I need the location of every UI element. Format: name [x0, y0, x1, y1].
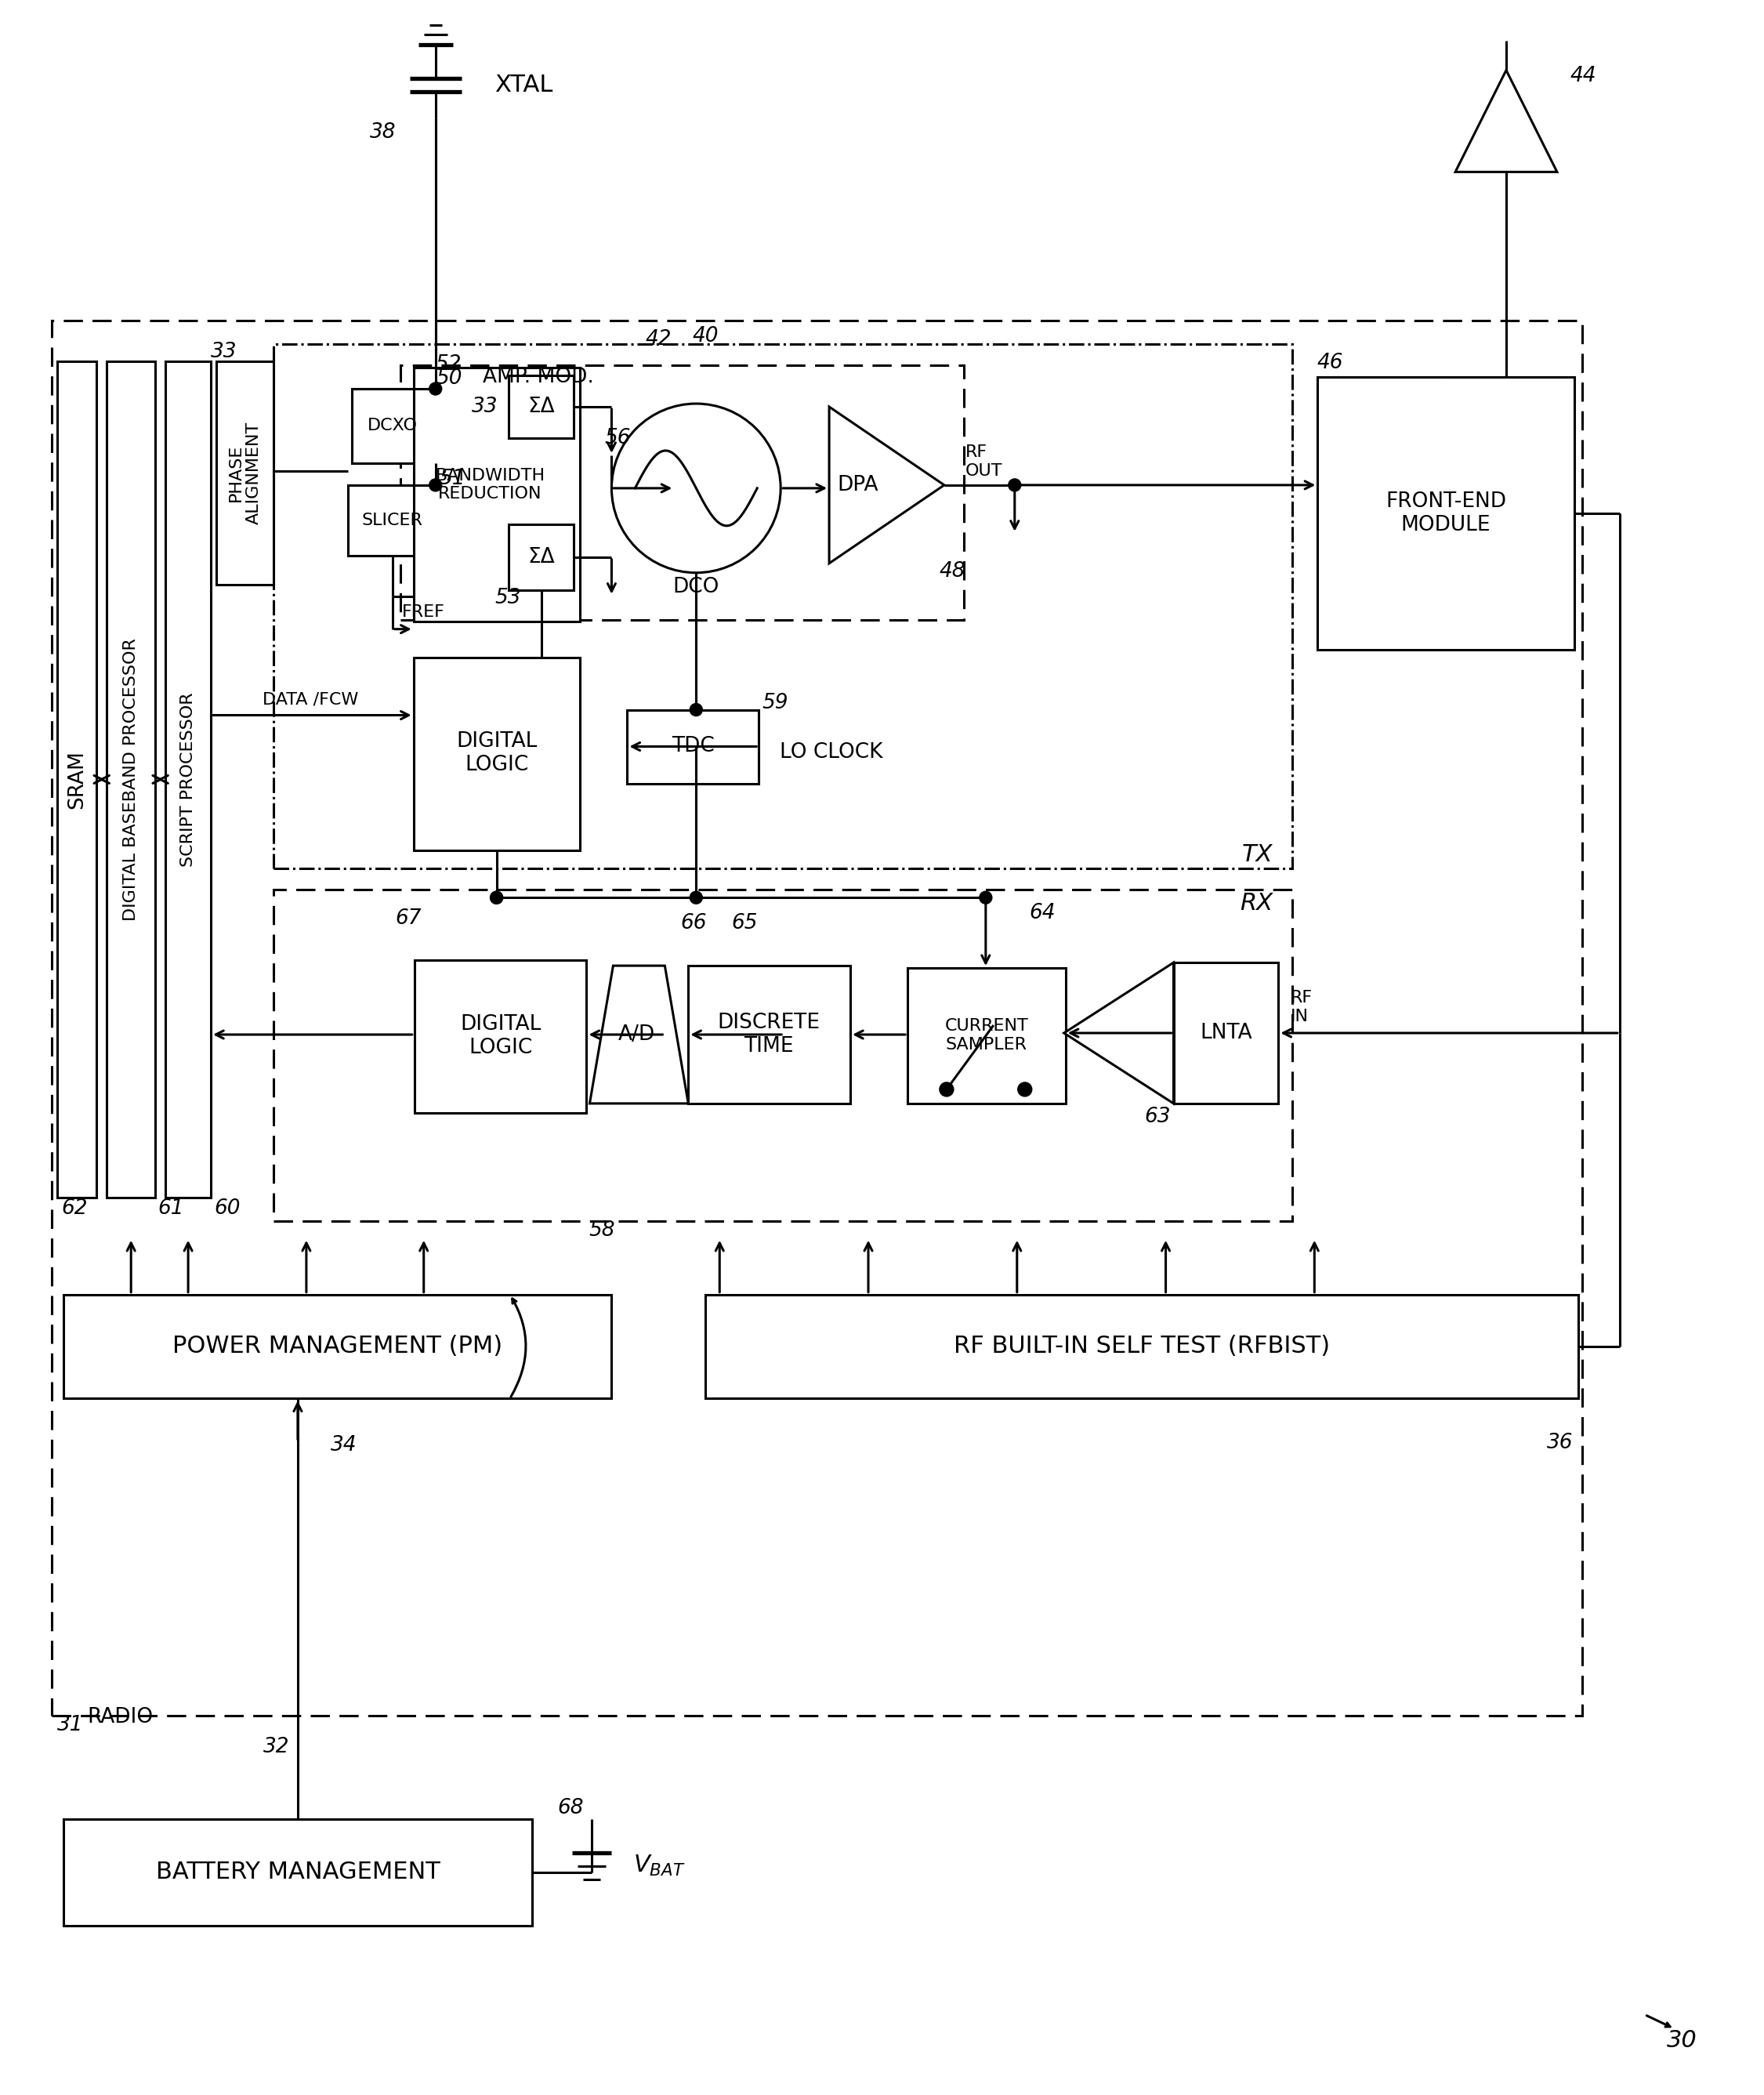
Text: 36: 36 — [1547, 1433, 1573, 1454]
Text: DIGITAL
LOGIC: DIGITAL LOGIC — [457, 731, 536, 775]
Text: POWER MANAGEMENT (PM): POWER MANAGEMENT (PM) — [173, 1335, 503, 1358]
Text: 31: 31 — [58, 1716, 83, 1735]
Bar — [108, 360, 155, 1198]
Text: SCRIPT PROCESSOR: SCRIPT PROCESSOR — [180, 691, 196, 867]
Circle shape — [690, 890, 702, 903]
Text: RF
OUT: RF OUT — [965, 444, 1002, 478]
Text: ΣΔ: ΣΔ — [527, 396, 554, 417]
Text: A/D: A/D — [617, 1024, 654, 1045]
Text: 66: 66 — [681, 913, 707, 934]
Text: BANDWIDTH
REDUCTION: BANDWIDTH REDUCTION — [436, 467, 545, 503]
Bar — [166, 360, 212, 1198]
Text: LO CLOCK: LO CLOCK — [780, 742, 884, 763]
Text: ΣΔ: ΣΔ — [527, 547, 554, 568]
Text: 63: 63 — [1145, 1106, 1171, 1127]
Circle shape — [690, 704, 702, 716]
Circle shape — [1018, 1083, 1032, 1096]
Text: 33: 33 — [212, 341, 238, 362]
Text: 58: 58 — [589, 1219, 616, 1240]
Text: $V_{BAT}$: $V_{BAT}$ — [633, 1854, 686, 1877]
Bar — [413, 658, 580, 851]
Text: 60: 60 — [213, 1198, 240, 1219]
Text: 68: 68 — [557, 1798, 584, 1818]
Circle shape — [429, 480, 441, 492]
Text: LNTA: LNTA — [1200, 1022, 1252, 1043]
Text: FREF: FREF — [402, 603, 445, 620]
Bar — [907, 968, 1065, 1104]
Text: 30: 30 — [1667, 2030, 1697, 2051]
Text: 48: 48 — [938, 561, 965, 580]
Circle shape — [979, 890, 991, 903]
Text: DPA: DPA — [838, 476, 878, 494]
Text: RX: RX — [1240, 892, 1274, 913]
Circle shape — [940, 1083, 954, 1096]
Bar — [58, 360, 97, 1198]
Text: 46: 46 — [1318, 352, 1342, 373]
Text: 42: 42 — [646, 329, 672, 350]
Text: 59: 59 — [762, 693, 789, 712]
Text: 61: 61 — [157, 1198, 183, 1219]
Text: DISCRETE
TIME: DISCRETE TIME — [718, 1012, 820, 1056]
Bar — [413, 367, 580, 622]
Bar — [273, 890, 1293, 1221]
Text: DCO: DCO — [672, 576, 720, 597]
Text: FRONT-END
MODULE: FRONT-END MODULE — [1385, 492, 1506, 534]
Bar — [415, 960, 587, 1112]
Bar — [508, 375, 573, 438]
Text: 33: 33 — [471, 396, 497, 417]
Circle shape — [490, 890, 503, 903]
Text: XTAL: XTAL — [494, 73, 552, 96]
Text: 40: 40 — [693, 327, 718, 346]
Text: TDC: TDC — [672, 735, 714, 756]
Text: DCXO: DCXO — [367, 417, 418, 434]
Text: 64: 64 — [1028, 903, 1055, 924]
Bar — [706, 1295, 1579, 1399]
Text: CURRENT
SAMPLER: CURRENT SAMPLER — [946, 1018, 1028, 1052]
Circle shape — [1009, 480, 1021, 492]
Bar — [51, 321, 1582, 1716]
Text: 56: 56 — [605, 427, 632, 448]
Polygon shape — [1455, 69, 1558, 172]
Text: 34: 34 — [332, 1435, 356, 1456]
Text: TX: TX — [1242, 842, 1274, 865]
Bar — [348, 486, 437, 555]
Text: RF
IN: RF IN — [1291, 991, 1312, 1024]
Bar — [1173, 962, 1279, 1104]
Text: RADIO: RADIO — [86, 1707, 153, 1728]
Bar — [688, 966, 850, 1104]
Text: 51: 51 — [439, 469, 466, 488]
Text: 62: 62 — [62, 1198, 88, 1219]
Text: 53: 53 — [496, 587, 522, 608]
Text: 44: 44 — [1570, 65, 1596, 86]
Circle shape — [429, 383, 441, 396]
Text: 32: 32 — [263, 1737, 289, 1758]
Circle shape — [490, 890, 503, 903]
Bar — [273, 344, 1293, 869]
Polygon shape — [1064, 962, 1173, 1104]
Bar — [400, 365, 963, 620]
Text: DATA /FCW: DATA /FCW — [263, 691, 358, 708]
Text: DIGITAL BASEBAND PROCESSOR: DIGITAL BASEBAND PROCESSOR — [123, 639, 139, 922]
Text: 38: 38 — [370, 124, 397, 142]
Text: 65: 65 — [732, 913, 759, 934]
Bar — [628, 710, 759, 784]
Text: BATTERY MANAGEMENT: BATTERY MANAGEMENT — [155, 1860, 439, 1883]
Bar — [64, 1295, 612, 1399]
Text: DIGITAL
LOGIC: DIGITAL LOGIC — [460, 1014, 542, 1058]
Text: SLICER: SLICER — [362, 513, 423, 528]
Bar — [1318, 377, 1573, 649]
Text: PHASE
ALIGNMENT: PHASE ALIGNMENT — [228, 421, 261, 524]
Text: RF BUILT-IN SELF TEST (RFBIST): RF BUILT-IN SELF TEST (RFBIST) — [953, 1335, 1330, 1358]
Text: 50: 50 — [436, 369, 462, 390]
Bar — [217, 360, 273, 585]
Bar — [351, 390, 434, 463]
Text: AMP. MOD.: AMP. MOD. — [482, 367, 594, 388]
Polygon shape — [589, 966, 688, 1104]
Bar — [508, 524, 573, 591]
Text: 52: 52 — [436, 354, 462, 375]
Text: SRAM: SRAM — [67, 750, 86, 809]
Text: 67: 67 — [395, 909, 422, 928]
Bar — [64, 1818, 531, 1925]
